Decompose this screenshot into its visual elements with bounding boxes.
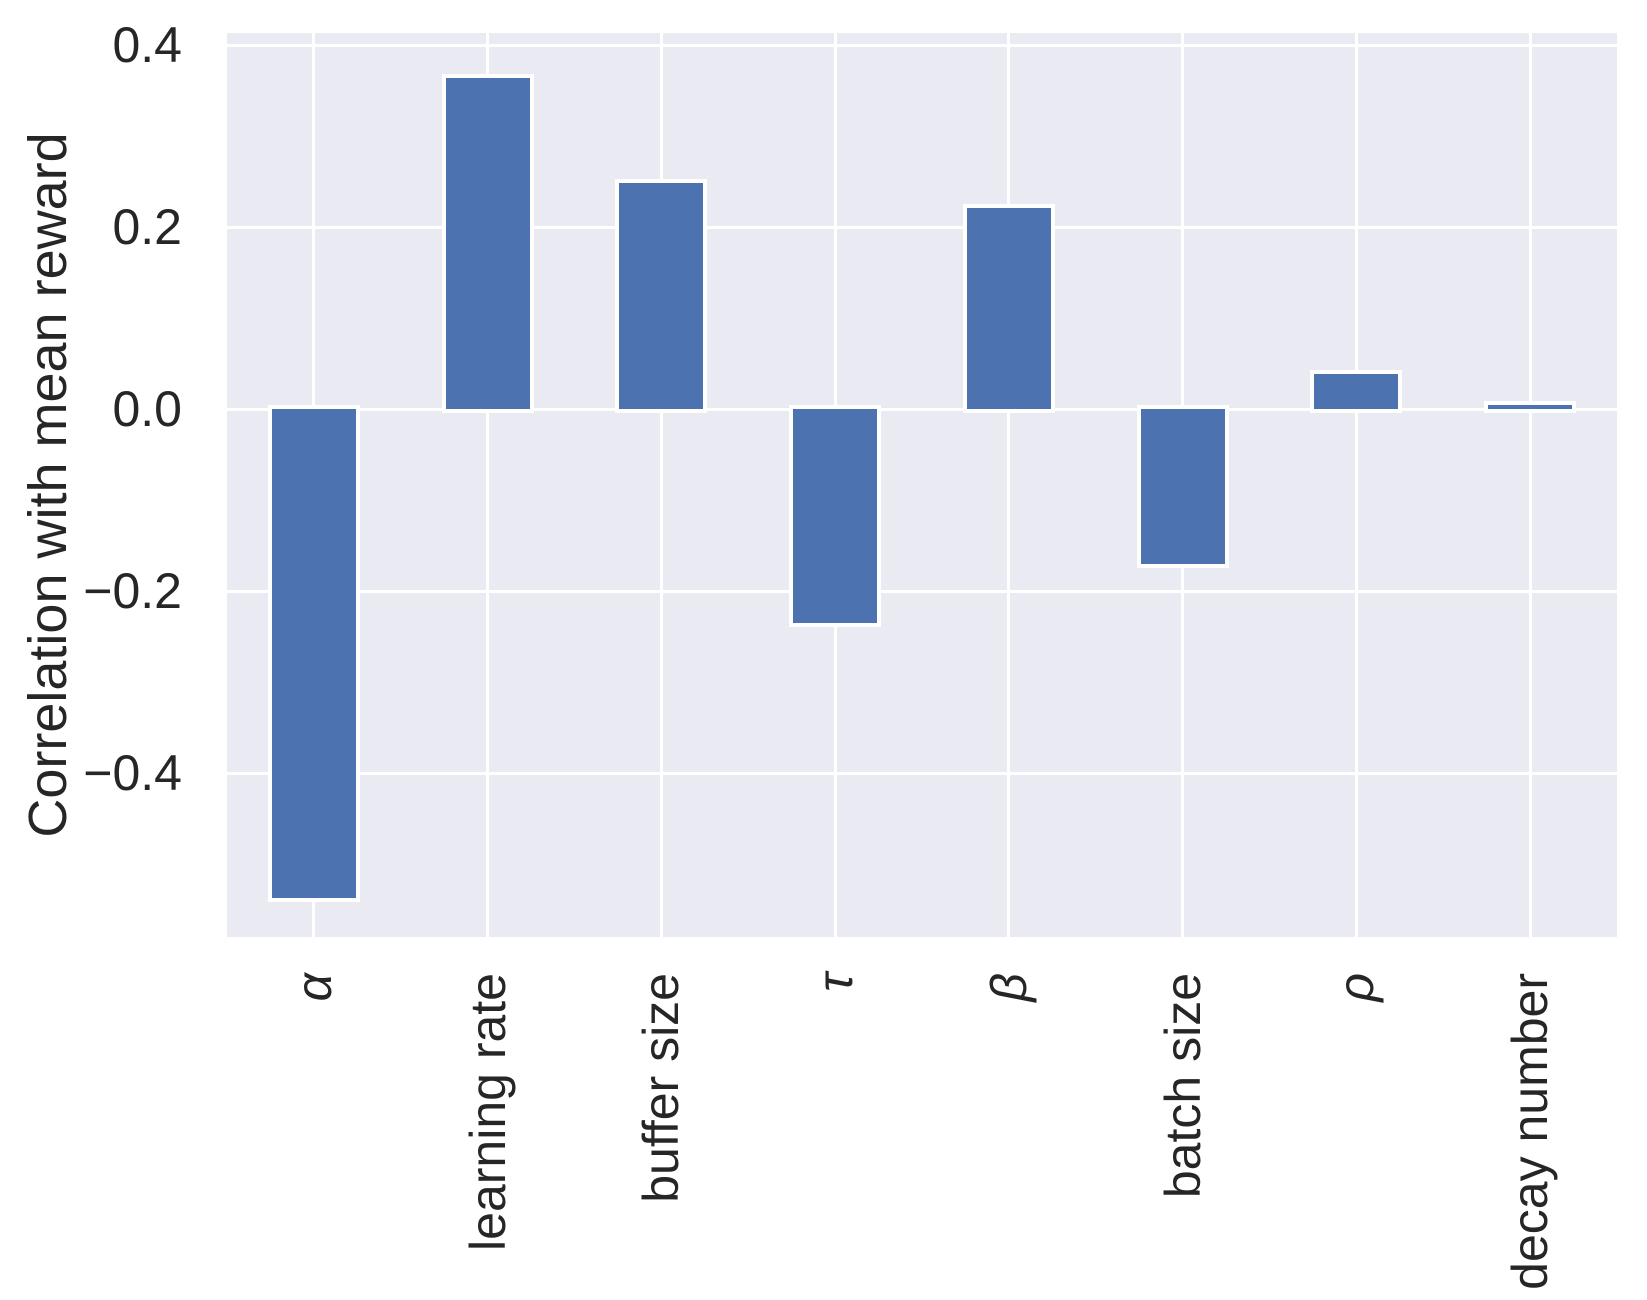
y-tick-label: −0.4 xyxy=(83,745,182,802)
plot-area xyxy=(227,33,1617,937)
y-gridline xyxy=(227,589,1617,593)
x-tick-label: decay number xyxy=(1502,973,1559,1290)
x-gridline xyxy=(486,33,490,937)
bar xyxy=(1136,405,1229,569)
x-gridline xyxy=(1528,33,1532,937)
y-tick-label: 0.0 xyxy=(112,381,182,438)
x-tick-label: learning rate xyxy=(459,973,516,1251)
y-gridline xyxy=(227,225,1617,229)
y-gridline xyxy=(227,407,1617,411)
y-gridline xyxy=(227,43,1617,47)
x-gridline xyxy=(659,33,663,937)
x-gridline xyxy=(1007,33,1011,937)
bar xyxy=(1484,401,1577,414)
bar xyxy=(1310,369,1403,414)
y-gridline xyxy=(227,771,1617,775)
bar xyxy=(962,204,1055,414)
bar xyxy=(441,74,534,414)
x-tick-label: β xyxy=(980,973,1037,1002)
y-tick-label: 0.4 xyxy=(112,17,182,74)
x-tick-label: batch size xyxy=(1154,973,1211,1199)
x-tick-label: α xyxy=(285,973,342,1002)
y-tick-label: −0.2 xyxy=(83,563,182,620)
x-tick-label: buffer size xyxy=(633,973,690,1203)
bar xyxy=(789,405,882,628)
bar xyxy=(267,405,360,903)
bar xyxy=(615,178,708,414)
x-gridline xyxy=(1354,33,1358,937)
x-tick-label: ρ xyxy=(1328,973,1385,1002)
y-tick-label: 0.2 xyxy=(112,199,182,256)
x-tick-label: τ xyxy=(807,973,864,992)
